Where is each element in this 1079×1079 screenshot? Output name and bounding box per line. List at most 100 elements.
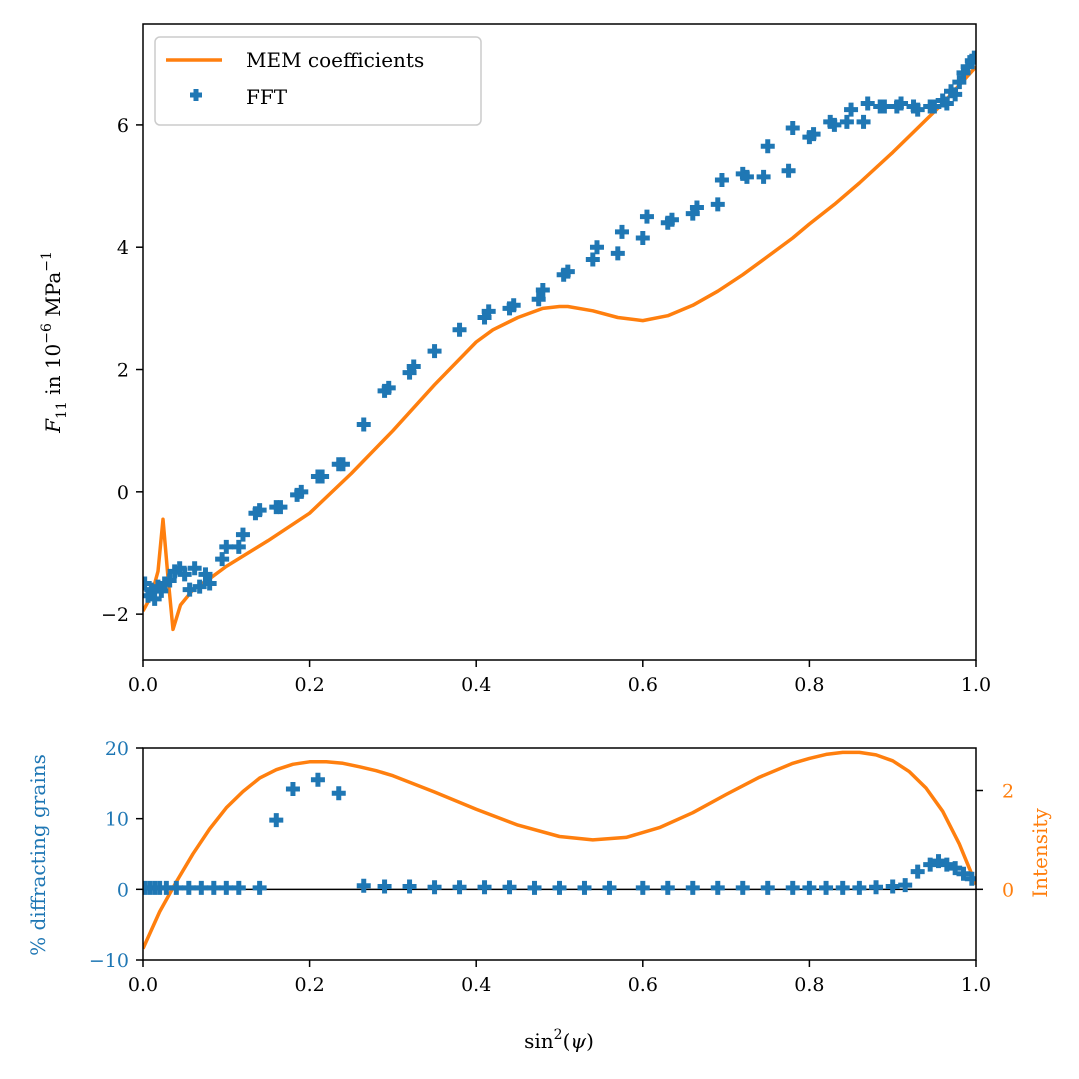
fft-point: [877, 99, 892, 114]
top-plot-area: [143, 50, 976, 632]
fft-point: [252, 503, 267, 518]
diffracting-grains-point: [939, 857, 954, 872]
diffracting-grains-point: [252, 880, 267, 895]
x-tick-label: 1.0: [961, 674, 991, 696]
fft-point: [198, 567, 213, 582]
top-x-ticks: 0.0 0.2 0.4 0.6 0.8 1.0: [128, 660, 991, 696]
diffracting-grains-point: [948, 861, 963, 876]
diffracting-grains-point: [331, 786, 346, 801]
diffracting-grains-point: [898, 878, 913, 893]
fft-point: [535, 283, 550, 298]
diffracting-grains-point: [660, 880, 675, 895]
fft-point: [589, 240, 604, 255]
fft-point: [714, 172, 729, 187]
fft-point: [927, 99, 942, 114]
fft-point: [664, 212, 679, 227]
fft-point: [427, 344, 442, 359]
bottom-y-axis-label: % diffracting grains: [26, 754, 50, 956]
fft-point: [452, 322, 467, 337]
x-tick-label: 0.0: [128, 974, 158, 996]
fft-point: [154, 583, 169, 598]
x-tick-label: 0.8: [794, 674, 824, 696]
bottom-x-ticks: 0.0 0.2 0.4 0.6 0.8 1.0: [128, 960, 991, 996]
diffracting-grains-point: [835, 880, 850, 895]
top-axes-frame: [142, 23, 977, 661]
fft-point: [294, 484, 309, 499]
legend-box: [154, 36, 482, 126]
fft-point: [147, 591, 162, 606]
diffracting-grains-point: [760, 880, 775, 895]
diffracting-grains-point: [577, 880, 592, 895]
x-tick-label: 1.0: [961, 974, 991, 996]
fft-point: [844, 102, 859, 117]
y-tick-label: 2: [117, 360, 129, 382]
x-tick-label: 0.6: [628, 674, 658, 696]
diffracting-grains-point: [785, 880, 800, 895]
diffracting-grains-point: [269, 813, 284, 828]
x-tick-label: 0.6: [628, 974, 658, 996]
right-y-tick-label: 2: [1002, 780, 1014, 802]
fft-point: [739, 169, 754, 184]
fft-point: [162, 573, 177, 588]
fft-point: [781, 163, 796, 178]
x-tick-label: 0.4: [461, 974, 491, 996]
fft-point: [614, 224, 629, 239]
top-y-ticks: −2 0 2 4 6: [101, 115, 143, 626]
fft-point: [231, 539, 246, 554]
diffracting-grains-point: [219, 880, 234, 895]
x-tick-label: 0.2: [294, 674, 324, 696]
fft-point: [215, 552, 230, 567]
fft-point: [610, 246, 625, 261]
fft-point: [560, 264, 575, 279]
right-y-tick-label: 0: [1002, 879, 1014, 901]
top-y-axis-label: F11 in 10−6 MPa−1: [39, 251, 70, 434]
bottom-right-y-ticks: 02: [976, 780, 1014, 901]
x-tick-label: 0.2: [294, 974, 324, 996]
fft-point: [939, 96, 954, 111]
diffracting-grains-point: [310, 772, 325, 787]
diffracting-grains-point: [169, 880, 184, 895]
diffracting-grains-point: [869, 880, 884, 895]
fft-point: [910, 102, 925, 117]
diffracting-grains-point: [552, 880, 567, 895]
diffracting-grains-point: [206, 880, 221, 895]
fft-point: [506, 298, 521, 313]
diffracting-grains-point: [527, 880, 542, 895]
left-y-tick-label: 10: [105, 809, 129, 831]
diffracting-grains-point: [181, 880, 196, 895]
mem-coefficients-line: [143, 65, 976, 632]
diffracting-grains-point: [685, 880, 700, 895]
bottom-plot-area: [143, 750, 976, 950]
fft-point: [192, 579, 207, 594]
fft-point: [335, 457, 350, 472]
fft-point: [760, 139, 775, 154]
fft-point: [235, 527, 250, 542]
fft-point: [839, 114, 854, 129]
fft-point: [948, 87, 963, 102]
diffracting-grains-point: [452, 880, 467, 895]
fft-point: [856, 114, 871, 129]
fft-point: [827, 117, 842, 132]
fft-point: [219, 539, 234, 554]
diffracting-grains-point: [956, 866, 971, 881]
legend-entry-mem: MEM coefficients: [246, 48, 424, 72]
fft-point: [585, 252, 600, 267]
fft-point: [860, 96, 875, 111]
legend-entry-fft: FFT: [246, 85, 288, 109]
fft-point: [273, 500, 288, 515]
diffracting-grains-point: [964, 871, 976, 886]
y-tick-label: −2: [101, 604, 129, 626]
diffracting-grains-point: [923, 857, 938, 872]
diffracting-grains-point: [502, 880, 517, 895]
diffracting-grains-point: [931, 854, 946, 869]
diffracting-grains-point: [819, 880, 834, 895]
fft-point: [406, 359, 421, 374]
fft-point: [894, 96, 909, 111]
fft-point: [967, 50, 976, 65]
fft-point: [381, 380, 396, 395]
left-y-tick-label: 20: [105, 738, 129, 760]
fft-point: [952, 75, 967, 90]
y-tick-label: 6: [117, 115, 129, 137]
left-y-tick-label: 0: [117, 879, 129, 901]
